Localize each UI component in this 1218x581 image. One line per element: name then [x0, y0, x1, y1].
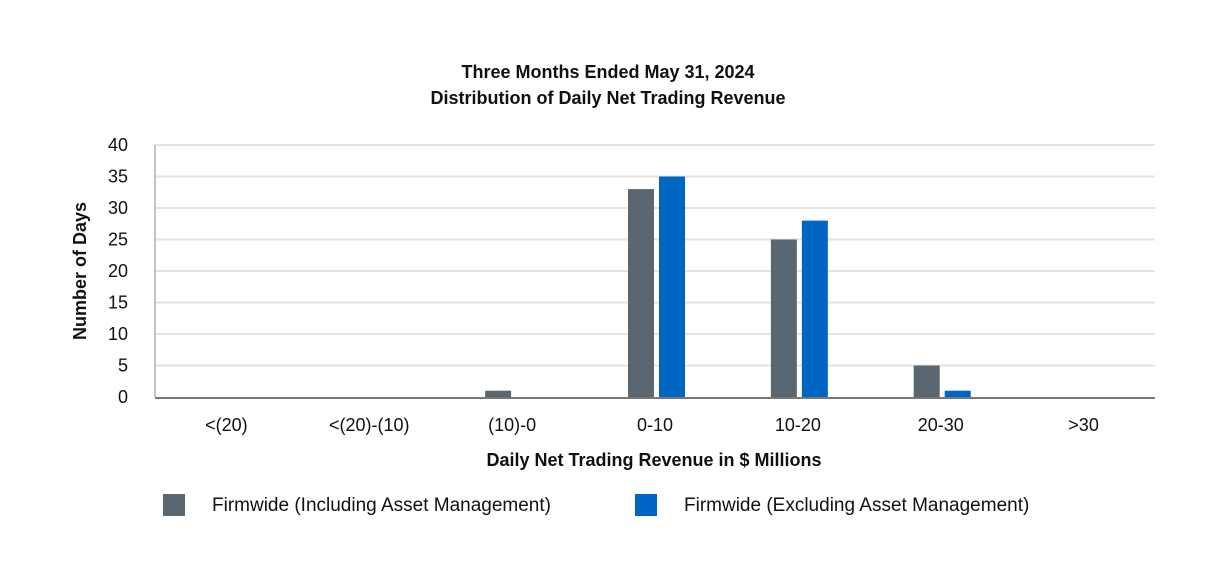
bar-including-5 — [913, 365, 940, 397]
legend-label-excluding: Firmwide (Excluding Asset Management) — [684, 495, 1029, 516]
x-tick-label: >30 — [1068, 415, 1099, 435]
chart-title: Three Months Ended May 31, 2024 — [461, 62, 754, 82]
bar-excluding-5 — [944, 390, 971, 397]
legend: Firmwide (Including Asset Management) Fi… — [163, 494, 1029, 516]
y-tick-label: 15 — [108, 293, 128, 313]
legend-swatch-excluding — [635, 494, 657, 516]
y-axis-label: Number of Days — [70, 202, 90, 340]
x-tick-label: 0-10 — [637, 415, 673, 435]
bar-including-3 — [628, 189, 654, 397]
legend-label-including: Firmwide (Including Asset Management) — [212, 495, 551, 516]
y-tick-label: 0 — [118, 387, 128, 407]
x-tick-label: 10-20 — [775, 415, 821, 435]
y-tick-label: 10 — [108, 324, 128, 344]
x-axis-ticks: <(20) <(20)-(10) (10)-0 0-10 10-20 20-30 >30 — [205, 415, 1099, 435]
x-tick-label: <(20) — [205, 415, 248, 435]
bars — [485, 176, 971, 397]
y-tick-label: 5 — [118, 356, 128, 376]
y-tick-label: 30 — [108, 198, 128, 218]
bar-excluding-3 — [659, 176, 685, 397]
x-tick-label: (10)-0 — [488, 415, 536, 435]
y-tick-label: 20 — [108, 261, 128, 281]
bar-including-2 — [485, 390, 512, 397]
legend-swatch-including — [163, 494, 185, 516]
x-axis-label: Daily Net Trading Revenue in $ Millions — [486, 450, 821, 470]
y-tick-label: 25 — [108, 230, 128, 250]
bar-excluding-4 — [801, 220, 828, 397]
gridlines — [155, 144, 1155, 367]
y-tick-label: 35 — [108, 167, 128, 187]
x-tick-label: 20-30 — [918, 415, 964, 435]
chart-subtitle: Distribution of Daily Net Trading Revenu… — [430, 88, 785, 108]
y-tick-label: 40 — [108, 135, 128, 155]
bar-including-4 — [770, 239, 797, 397]
y-axis-ticks: 0 5 10 15 20 25 30 35 40 — [108, 135, 128, 407]
x-tick-label: <(20)-(10) — [329, 415, 410, 435]
